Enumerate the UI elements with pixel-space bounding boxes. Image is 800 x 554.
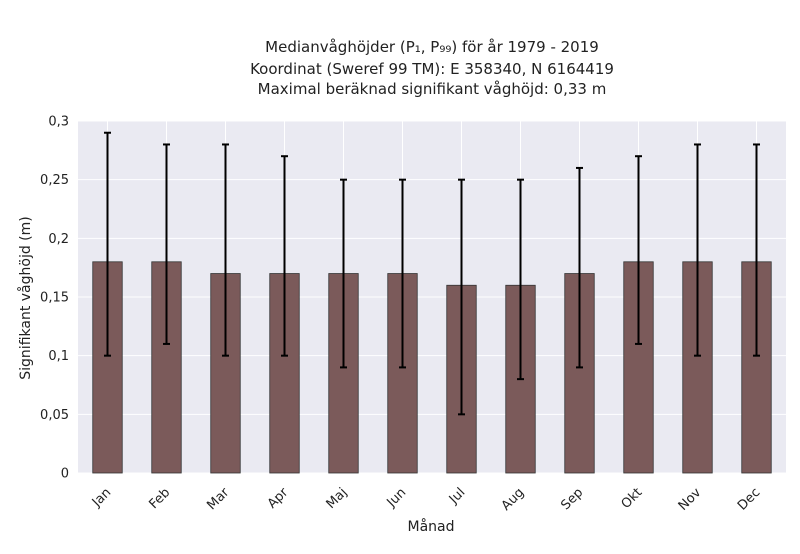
bar-sep bbox=[564, 273, 595, 474]
chart-title: Medianvåghöjder (P₁, P₉₉) för år 1979 - … bbox=[250, 38, 614, 98]
error-bar-dec bbox=[753, 143, 760, 357]
y-axis-ticks: 0 0,05 0,1 0,15 0,2 0,25 0,3 bbox=[40, 115, 69, 482]
title-line-2: Koordinat (Sweref 99 TM): E 358340, N 61… bbox=[250, 60, 614, 78]
x-tick-label: Jun bbox=[384, 485, 410, 511]
error-bar-nov bbox=[694, 143, 701, 357]
x-tick-label: Dec bbox=[735, 485, 763, 513]
x-tick-label: Nov bbox=[676, 485, 705, 514]
x-tick-label: Aug bbox=[499, 485, 528, 514]
error-bar-maj bbox=[340, 178, 347, 369]
error-bar-jan bbox=[104, 131, 111, 357]
y-tick-label: 0,1 bbox=[48, 349, 69, 364]
error-bar-apr bbox=[281, 155, 288, 357]
y-tick-label: 0,3 bbox=[48, 115, 69, 130]
x-tick-label: Okt bbox=[619, 485, 646, 512]
error-bar-sep bbox=[576, 166, 583, 369]
x-tick-label: Apr bbox=[265, 485, 292, 512]
y-axis-label: Signifikant våghöjd (m) bbox=[17, 216, 34, 379]
x-tick-label: Jul bbox=[446, 485, 468, 507]
error-bar-feb bbox=[163, 143, 170, 345]
x-axis-label: Månad bbox=[408, 518, 455, 535]
x-axis-ticks: Jan Feb Mar Apr Maj Jun Jul Aug Sep Okt Nov Dec bbox=[89, 485, 763, 514]
y-tick-label: 0,05 bbox=[40, 408, 69, 423]
y-tick-label: 0,15 bbox=[40, 291, 69, 306]
y-tick-label: 0,2 bbox=[48, 232, 69, 247]
error-bar-jun bbox=[399, 178, 406, 369]
x-tick-label: Sep bbox=[558, 485, 586, 513]
error-bar-jul bbox=[458, 178, 465, 416]
error-bar-okt bbox=[635, 155, 642, 345]
x-tick-label: Mar bbox=[204, 485, 232, 513]
error-bars bbox=[104, 131, 760, 416]
error-bar-aug bbox=[517, 178, 524, 381]
y-tick-label: 0 bbox=[61, 467, 69, 482]
x-tick-label: Feb bbox=[146, 485, 173, 512]
x-tick-label: Maj bbox=[324, 485, 351, 512]
error-bar-mar bbox=[222, 143, 229, 357]
bar-okt bbox=[623, 261, 654, 474]
y-tick-label: 0,25 bbox=[40, 173, 69, 188]
title-line-1: Medianvåghöjder (P₁, P₉₉) för år 1979 - … bbox=[265, 38, 599, 56]
title-line-3: Maximal beräknad signifikant våghöjd: 0,… bbox=[258, 80, 607, 98]
x-tick-label: Jan bbox=[89, 485, 114, 510]
